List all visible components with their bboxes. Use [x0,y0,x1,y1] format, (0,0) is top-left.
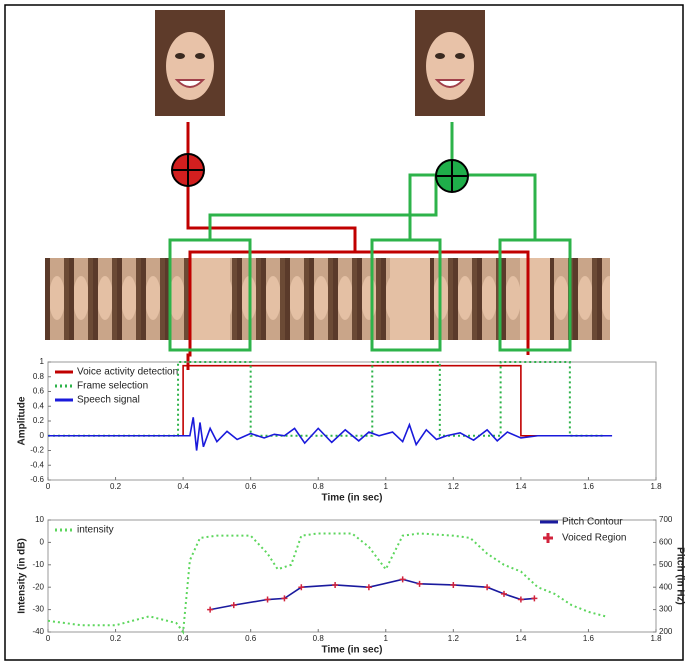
figure: 0 0.2 0.4 0.6 0.8 1 1.2 1.4 1.6 1.8 -0.6 -0.4 -0.2 0 0… [0,0,688,665]
voiced-marker [450,582,456,588]
y2-tick-label: 400 [659,582,673,591]
voiced-marker [518,597,524,603]
x-axis-label: Time (in sec) [322,645,383,656]
y2-tick-label: 300 [659,605,673,614]
legend-label: Speech signal [77,395,140,406]
y-tick-label: 10 [35,515,44,524]
voiced-marker [231,602,237,608]
legend-label: Voiced Region [562,533,627,544]
x-tick-label: 0.8 [313,634,325,643]
x-tick-label: 1.4 [515,482,527,491]
y-tick-label: 0.4 [33,401,45,410]
key-frame [390,258,430,340]
page: {"chart_data": [ {"type": "line", "ylabe… [0,0,688,665]
x-tick-label: 0.4 [178,634,190,643]
x-tick-label: 0.6 [245,482,257,491]
y-tick-label: 0.8 [33,372,45,381]
y2-tick-label: 600 [659,538,673,547]
voiced-marker [207,607,213,613]
y-tick-label: -0.2 [30,446,44,455]
y-tick-label: -0.6 [30,475,44,484]
x-tick-label: 0.4 [178,482,190,491]
y-tick-label: 0.2 [33,416,45,425]
legend-label: Frame selection [77,381,148,392]
voiced-marker [366,584,372,590]
y2-tick-label: 500 [659,560,673,569]
y-axis-label: Amplitude [17,396,28,445]
y-tick-label: -0.4 [30,460,44,469]
x-tick-label: 0.2 [110,634,122,643]
x-tick-label: 0.2 [110,482,122,491]
voiced-marker [400,576,406,582]
x-tick-label: 1 [384,482,389,491]
key-frame [190,258,230,340]
y2-axis-label: Pitch (in Hz) [674,547,685,605]
face-output-green [415,10,485,116]
y-tick-label: -20 [32,582,44,591]
x-tick-label: 0 [46,482,51,491]
legend-swatch [543,533,553,543]
x-axis-label: Time (in sec) [322,493,383,504]
y-axis-label: Intensity (in dB) [17,538,28,614]
x-tick-label: 1.4 [515,634,527,643]
x-tick-label: 1.8 [650,482,662,491]
series-line [48,417,612,450]
legend-label: Voice activity detection [77,367,178,378]
y2-tick-label: 200 [659,627,673,636]
y-tick-label: 0 [40,538,45,547]
x-tick-label: 0.6 [245,634,257,643]
y-tick-label: 1 [40,357,45,366]
combiner-green [436,160,468,192]
x-tick-label: 1.6 [583,482,595,491]
voiced-marker [332,582,338,588]
voiced-marker [501,591,507,597]
face-output-red [155,10,225,116]
voiced-marker [531,595,537,601]
y-tick-label: 0 [40,431,45,440]
y-tick-label: -10 [32,560,44,569]
voiced-marker [417,581,423,587]
y-tick-label: 0.6 [33,387,45,396]
x-tick-label: 0.8 [313,482,325,491]
legend-label: intensity [77,525,114,536]
x-tick-label: 1 [384,634,389,643]
y-tick-label: -40 [32,627,44,636]
series-line [210,579,534,609]
legend-label: Pitch Contour [562,517,623,528]
y-tick-label: -30 [32,605,44,614]
x-tick-label: 1.2 [448,482,460,491]
combiner-red [172,154,204,186]
voiced-marker [265,597,271,603]
x-tick-label: 0 [46,634,51,643]
voiced-marker [484,584,490,590]
key-frame [520,258,550,340]
x-tick-label: 1.6 [583,634,595,643]
series-line [48,533,605,632]
x-tick-label: 1.2 [448,634,460,643]
y2-tick-label: 700 [659,515,673,524]
